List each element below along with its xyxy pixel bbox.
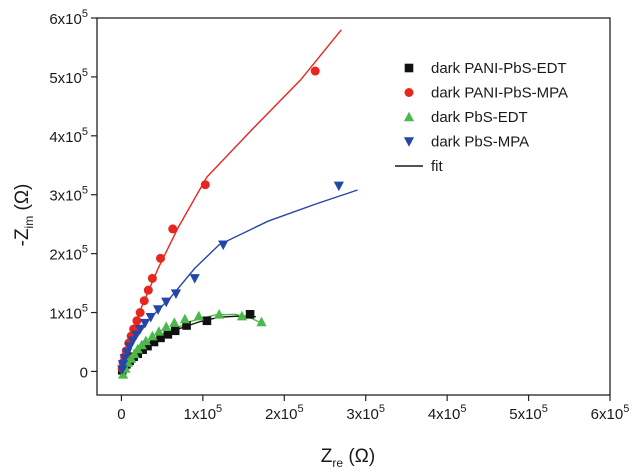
data-point-dark-pani-pbs-mpa [156,253,166,263]
y-tick-label: 2x105 [49,244,88,264]
y-axis-title-main: -Z [12,228,33,246]
y-tick-label: 0 [80,364,88,381]
data-point-dark-pbs-edt [236,310,248,321]
fit-lines [120,29,358,375]
data-point-dark-pbs-mpa [218,240,229,251]
legend-label-dark-pani-pbs-edt: dark PANI-PbS-EDT [431,60,567,77]
x-tick-label: 0 [117,406,125,423]
data-point-dark-pani-pbs-mpa [143,285,153,295]
data-point-dark-pbs-mpa [170,289,182,299]
y-axis-title-unit: (Ω) [12,184,33,216]
y-axis-ticks: 0 1x105 2x105 3x105 4x105 5x105 6x105 [49,8,97,381]
data-point-dark-pbs-mpa [145,312,156,323]
data-point-dark-pani-pbs-edt [170,326,180,336]
legend-marker-dark-pbs-edt [403,111,415,122]
x-tick-label: 5x105 [509,403,548,423]
x-axis-ticks: 0 1x105 2x105 3x105 4x105 5x105 6x105 [117,395,629,423]
data-point-dark-pbs-mpa [117,360,129,370]
data-point-dark-pani-pbs-edt [245,309,255,319]
data-point-dark-pani-pbs-mpa [310,66,320,76]
legend-label-fit: fit [431,158,444,175]
x-tick-label: 6x105 [591,403,630,423]
data-point-dark-pbs-mpa [189,274,200,284]
data-point-dark-pbs-mpa [135,324,146,335]
x-tick-label: 3x105 [346,403,385,423]
data-point-dark-pani-pbs-mpa [200,180,210,190]
data-point-dark-pbs-edt [140,335,151,346]
legend-label-dark-pbs-edt: dark PbS-EDT [431,109,528,126]
legend-label-dark-pani-pbs-mpa: dark PANI-PbS-MPA [431,85,568,102]
data-point-dark-pbs-edt [256,316,267,327]
legend-label-dark-pbs-mpa: dark PbS-MPA [431,134,529,151]
y-tick-label: 1x105 [49,303,88,323]
data-point-dark-pbs-edt [214,308,225,319]
y-tick-label: 4x105 [49,126,88,146]
data-point-dark-pbs-edt [117,369,129,379]
data-point-dark-pbs-mpa [117,365,128,375]
data-point-dark-pani-pbs-mpa [135,308,145,318]
y-tick-label: 3x105 [49,185,88,205]
x-tick-label: 4x105 [428,403,467,423]
legend: dark PANI-PbS-EDT dark PANI-PbS-MPA dark P… [395,60,568,175]
data-point-dark-pbs-mpa [333,181,344,192]
data-point-dark-pani-pbs-edt [202,316,212,326]
data-point-dark-pbs-mpa [161,297,172,308]
data-point-dark-pbs-edt [193,310,204,321]
y-axis-title: -Zim (Ω) [12,184,36,247]
data-point-dark-pani-pbs-edt [133,349,143,359]
x-axis-title-main: Z [321,446,333,467]
plot-frame [96,17,611,396]
y-tick-label: 6x105 [49,8,88,28]
x-axis-title: Zre (Ω) [321,446,375,470]
data-point-dark-pani-pbs-edt [182,321,191,330]
data-point-dark-pbs-mpa [124,342,135,352]
data-point-dark-pbs-edt [179,313,191,324]
data-point-dark-pani-pbs-edt [156,333,165,343]
y-tick-label: 5x105 [49,67,88,87]
legend-marker-dark-pbs-mpa [403,137,415,147]
data-point-dark-pbs-edt [147,330,158,341]
data-point-dark-pani-pbs-edt [149,337,159,347]
data-point-dark-pani-pbs-mpa [168,224,178,234]
data-point-dark-pani-pbs-mpa [139,296,149,306]
data-point-dark-pbs-mpa [139,318,151,329]
y-axis-title-sub: im [22,216,36,229]
data-point-dark-pbs-mpa [127,336,138,347]
x-tick-label: 2x105 [265,403,304,423]
plot-border [96,17,611,396]
data-point-dark-pani-pbs-edt [143,341,152,351]
data-point-dark-pani-pbs-mpa [147,273,157,283]
fit-line-dark-pani-pbs-mpa [120,29,342,372]
x-axis-title-unit: (Ω) [343,446,375,467]
data-point-dark-pbs-mpa [152,305,164,315]
data-point-dark-pani-pbs-edt [138,345,147,354]
data-point-dark-pbs-edt [153,326,164,336]
legend-marker-dark-pani-pbs-mpa [404,88,414,97]
data-point-dark-pbs-edt [169,317,180,327]
x-axis-title-sub: re [332,456,343,470]
data-point-dark-pbs-mpa [130,330,142,341]
data-points [117,66,344,379]
legend-marker-dark-pani-pbs-edt [404,63,414,73]
data-point-dark-pani-pbs-mpa [132,316,142,326]
data-point-dark-pani-pbs-edt [163,330,173,339]
x-tick-label: 1x105 [184,403,223,423]
data-point-dark-pbs-edt [161,321,172,331]
